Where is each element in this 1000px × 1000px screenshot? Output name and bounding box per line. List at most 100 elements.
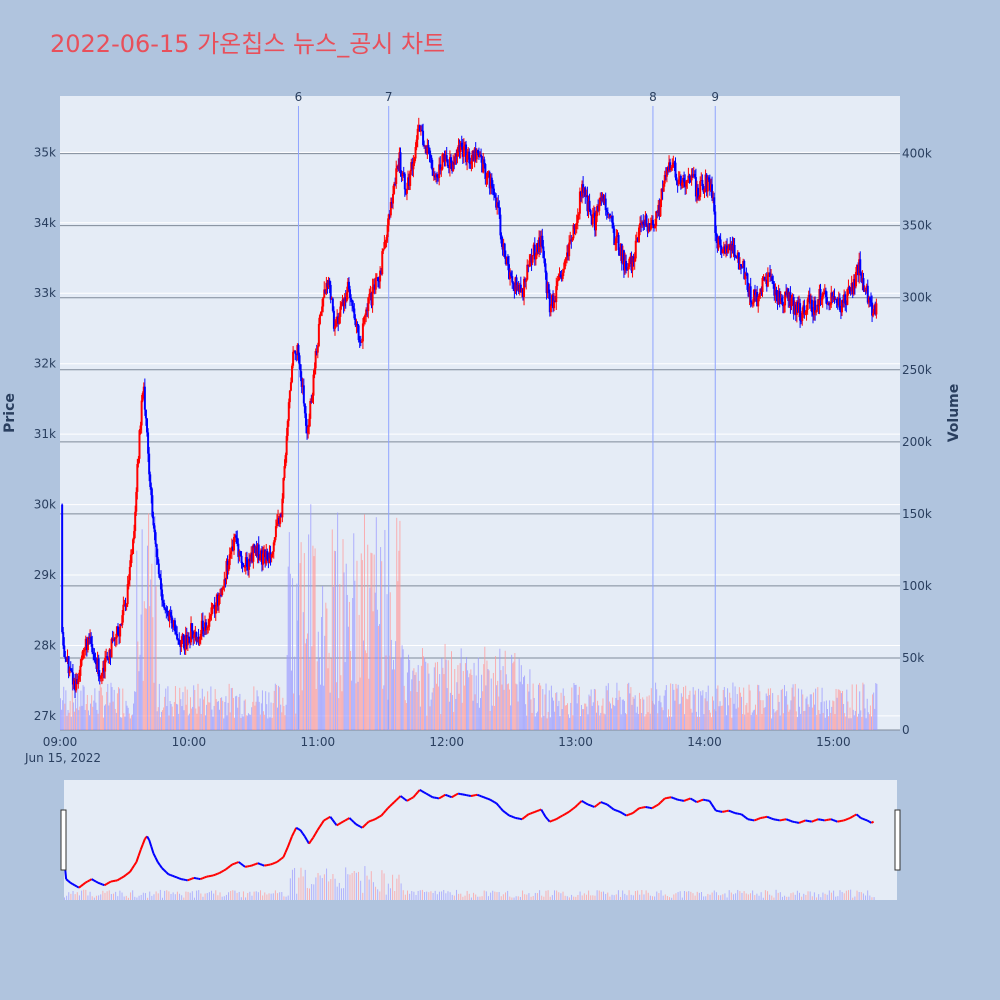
mini-volume-bar [247, 893, 249, 900]
candle-body [173, 620, 176, 632]
candle-body [186, 636, 189, 646]
candle-body [356, 323, 359, 326]
volume-bar [399, 520, 401, 730]
candle-body [462, 146, 465, 157]
mini-price-segment [813, 819, 817, 822]
mini-volume-bar [136, 897, 138, 900]
mini-price-segment [231, 862, 235, 866]
volume-bar [232, 697, 234, 730]
mini-volume-bar [745, 893, 747, 900]
candle-body [755, 291, 758, 295]
volume-bar [188, 713, 190, 730]
candle-body [492, 188, 495, 195]
event-label: 7 [385, 90, 393, 104]
volume-bar [843, 704, 845, 730]
mini-volume-bar [187, 891, 189, 900]
mini-price-segment [672, 797, 676, 800]
mini-volume-bar [283, 896, 285, 900]
volume-bar [80, 690, 82, 730]
mini-price-segment [602, 801, 606, 805]
mini-volume-bar [807, 891, 809, 900]
candle-body [648, 223, 651, 230]
volume-bar [542, 689, 544, 730]
mini-volume-bar [174, 894, 176, 900]
mini-volume-bar [750, 893, 751, 900]
mini-volume-bar [788, 896, 790, 900]
mini-volume-bar [383, 873, 385, 900]
volume-bar [173, 702, 175, 730]
mini-volume-bar [715, 892, 717, 900]
volume-bar [504, 650, 506, 730]
volume-bar [621, 699, 623, 730]
volume-bar [185, 704, 187, 730]
mini-volume-bar [240, 897, 242, 900]
candle-body [93, 653, 96, 660]
mini-price-segment [176, 876, 180, 880]
volume-bar [677, 684, 679, 730]
candle-body [277, 517, 280, 523]
candle-body [643, 224, 646, 226]
mini-volume-bar [771, 895, 773, 900]
mini-volume-bar [694, 895, 696, 900]
mini-volume-bar [756, 893, 758, 900]
volume-bar [801, 689, 803, 730]
mini-price-segment [253, 863, 257, 866]
mini-volume-bar [117, 896, 119, 900]
candle-body [530, 255, 533, 263]
candle-body [195, 632, 198, 642]
volume-bar [803, 711, 805, 730]
volume-bar [297, 620, 299, 730]
mini-volume-bar [643, 894, 645, 900]
candle-body [569, 239, 572, 243]
candle-body [497, 202, 500, 208]
candle-body [80, 659, 83, 666]
mini-volume-bar [743, 891, 745, 900]
volume-bar [141, 529, 143, 730]
volume-bar [826, 709, 828, 730]
candle-body [665, 167, 668, 177]
candle-body [351, 299, 354, 306]
mini-volume-bar [490, 892, 492, 900]
candle-body [490, 177, 493, 187]
candle-body [669, 162, 672, 170]
volume-bar [474, 694, 476, 730]
volume-bar [180, 699, 182, 730]
volume-bar [733, 703, 735, 730]
x-tick-label: 12:00 [429, 735, 464, 749]
candle-body [365, 309, 368, 316]
candle-body [436, 174, 439, 178]
range-handle-left[interactable] [60, 809, 67, 871]
volume-bar [797, 688, 799, 730]
mini-volume-bar [385, 894, 387, 900]
candle-body [875, 303, 878, 315]
candle-body [515, 277, 518, 290]
mini-volume-bar [730, 892, 732, 900]
volume-bar [230, 688, 232, 730]
volume-bar [839, 690, 841, 730]
mini-price-segment [129, 867, 134, 873]
volume-bar [524, 675, 526, 730]
mini-volume-bar [522, 890, 524, 900]
mini-volume-bar [78, 895, 80, 900]
volume-bar [874, 708, 876, 730]
candle-body [329, 284, 332, 300]
mini-volume-bar [272, 893, 274, 900]
volume-bar [840, 693, 842, 730]
candle-body [222, 586, 225, 589]
candle-body [308, 418, 311, 428]
volume-bar [434, 662, 436, 730]
candle-body [742, 261, 745, 268]
candle-body [852, 278, 855, 295]
candle-body [304, 413, 307, 426]
range-handle-right[interactable] [894, 809, 901, 871]
candle-body [69, 668, 72, 671]
mini-volume-bar [228, 892, 230, 900]
mini-price-segment [866, 819, 870, 823]
volume-bar [704, 698, 706, 730]
candle-body [154, 532, 157, 545]
volume-bar [861, 716, 863, 730]
volume-bar [623, 700, 625, 730]
mini-volume-bar [223, 896, 225, 900]
mini-price-segment [156, 861, 161, 866]
mini-price-segment [408, 797, 412, 801]
